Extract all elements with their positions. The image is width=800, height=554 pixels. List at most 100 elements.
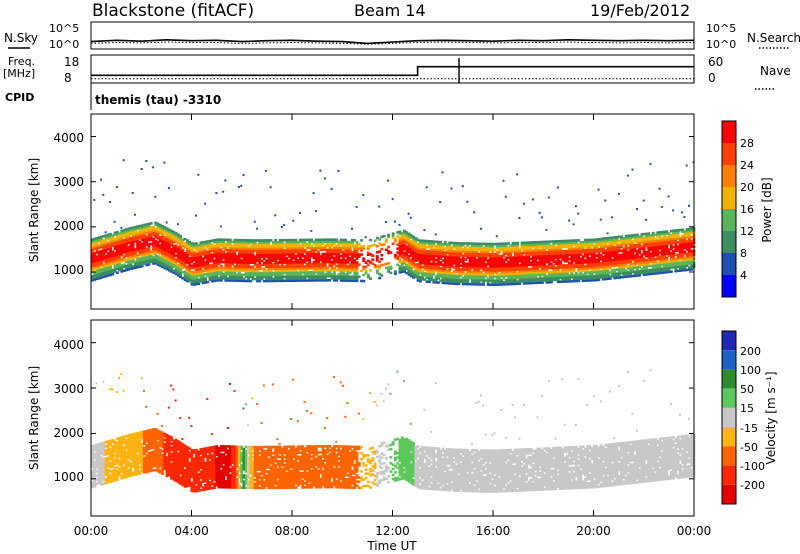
heatmap-cell (91, 453, 94, 456)
scatter-cell (518, 217, 521, 219)
heatmap-cell (416, 265, 420, 268)
heatmap-cell (561, 245, 565, 249)
heatmap-cell (574, 279, 578, 283)
heatmap-cell (450, 282, 454, 285)
heatmap-cell (660, 257, 664, 260)
heatmap-cell (247, 261, 250, 264)
heatmap-cell (337, 277, 341, 280)
heatmap-cell (437, 275, 440, 278)
heatmap-cell (190, 252, 194, 255)
heatmap-cell (636, 237, 639, 241)
heatmap-cell (122, 269, 126, 273)
heatmap-cell (656, 267, 660, 271)
heatmap-cell (531, 249, 535, 252)
heatmap-cell (238, 267, 241, 270)
heatmap-cell (511, 242, 515, 245)
heatmap-cell (678, 238, 682, 242)
heatmap-cell (190, 276, 194, 280)
heatmap-cell (570, 257, 574, 261)
heatmap-cell (685, 254, 689, 257)
heatmap-cell (516, 250, 519, 253)
heatmap-cell (215, 275, 219, 278)
heatmap-cell (511, 244, 515, 247)
heatmap-cell (163, 226, 167, 229)
heatmap-cell (192, 263, 196, 266)
heatmap-cell (665, 240, 669, 243)
heatmap-cell (443, 281, 447, 285)
heatmap-cell (473, 256, 477, 260)
heatmap-cell (622, 255, 626, 258)
heatmap-cell (140, 250, 144, 254)
heatmap-cell (165, 237, 169, 241)
heatmap-cell (672, 241, 675, 245)
heatmap-cell (186, 243, 189, 246)
heatmap-cell (149, 254, 153, 258)
heatmap-cell (563, 268, 567, 271)
heatmap-cell (464, 264, 467, 268)
heatmap-cell (95, 245, 99, 248)
heatmap-cell (568, 257, 571, 261)
scatter-cell (516, 173, 519, 176)
heatmap-cell (360, 245, 363, 248)
heatmap-cell (102, 269, 106, 273)
heatmap-cell (179, 263, 183, 266)
heatmap-cell (479, 260, 483, 264)
heatmap-cell (129, 247, 133, 250)
heatmap-cell (97, 256, 101, 260)
heatmap-cell (606, 261, 610, 264)
heatmap-cell (91, 445, 94, 448)
heatmap-cell (342, 242, 345, 246)
heatmap-cell (228, 277, 232, 280)
heatmap-cell (292, 257, 296, 260)
heatmap-cell (95, 255, 99, 258)
heatmap-cell (613, 272, 617, 276)
heatmap-cell (333, 258, 336, 262)
heatmap-cell (373, 263, 377, 267)
heatmap-cell (134, 262, 137, 265)
heatmap-cell (106, 247, 110, 251)
heatmap-cell (206, 254, 210, 257)
heatmap-cell (561, 268, 565, 271)
heatmap-cell (274, 239, 278, 242)
heatmap-cell (256, 243, 259, 246)
heatmap-cell (188, 257, 192, 260)
heatmap-cell (604, 255, 608, 258)
heatmap-cell (498, 279, 501, 282)
heatmap-cell (466, 252, 470, 255)
heatmap-cell (253, 259, 257, 263)
heatmap-cell (631, 242, 635, 245)
heatmap-cell (626, 271, 630, 274)
heatmap-cell (414, 267, 418, 271)
heatmap-cell (631, 250, 635, 253)
heatmap-cell (669, 248, 673, 251)
heatmap-cell (486, 273, 490, 276)
heatmap-cell (654, 266, 657, 269)
heatmap-cell (581, 255, 585, 258)
heatmap-cell (158, 246, 162, 249)
heatmap-cell (437, 258, 440, 262)
heatmap-cell (588, 260, 592, 264)
heatmap-cell (310, 265, 314, 268)
heatmap-cell (479, 250, 483, 254)
heatmap-cell (461, 270, 465, 274)
heatmap-cell (258, 275, 262, 279)
heatmap-cell (656, 243, 660, 247)
heatmap-cell (97, 272, 101, 276)
heatmap-cell (416, 275, 420, 278)
heatmap-cell (452, 243, 456, 247)
heatmap-cell (645, 244, 648, 248)
heatmap-cell (210, 253, 214, 257)
heatmap-cell (172, 259, 176, 262)
heatmap-cell (588, 277, 592, 280)
heatmap-cell (550, 270, 553, 274)
heatmap-cell (665, 242, 669, 246)
heatmap-cell (138, 230, 142, 234)
heatmap-cell (91, 463, 94, 466)
heatmap-cell (280, 277, 284, 281)
heatmap-cell (674, 229, 678, 232)
heatmap-cell (468, 270, 472, 274)
heatmap-cell (529, 245, 533, 248)
heatmap-cell (186, 275, 189, 279)
heatmap-cell (106, 243, 110, 247)
heatmap-cell (326, 250, 330, 254)
